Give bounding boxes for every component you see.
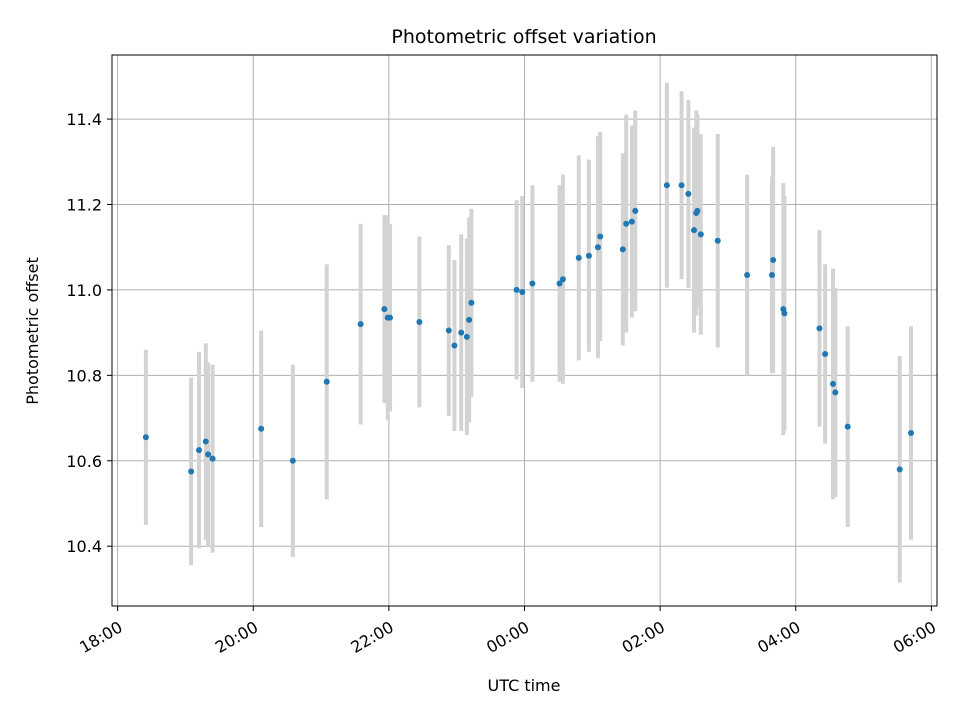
point-layer — [142, 182, 915, 475]
data-point — [896, 466, 903, 473]
data-point — [202, 438, 209, 445]
data-point — [678, 182, 685, 189]
x-tick-label: 04:00 — [754, 617, 803, 657]
data-point — [585, 252, 592, 259]
data-point — [188, 468, 195, 475]
x-axis-title: UTC time — [488, 676, 561, 695]
data-point — [769, 271, 775, 278]
data-point — [822, 350, 829, 357]
y-tick-label: 10.6 — [66, 452, 102, 471]
y-tick-label: 10.8 — [66, 366, 102, 385]
data-point — [832, 389, 839, 396]
x-tick-label: 22:00 — [347, 617, 396, 657]
data-point — [619, 246, 626, 253]
data-point — [663, 182, 670, 189]
data-point — [513, 286, 520, 293]
y-tick-label: 10.4 — [66, 537, 102, 556]
data-point — [628, 218, 635, 225]
data-point — [816, 325, 823, 332]
data-point — [196, 447, 203, 454]
chart-title: Photometric offset variation — [391, 26, 656, 48]
data-point — [744, 271, 751, 278]
data-point — [209, 455, 216, 462]
data-point — [844, 423, 851, 430]
data-point — [529, 280, 536, 287]
data-point — [694, 207, 701, 214]
grid-lines — [112, 55, 937, 606]
data-point — [685, 190, 692, 197]
data-point — [714, 237, 721, 244]
data-point — [697, 231, 704, 238]
data-point — [691, 227, 698, 234]
data-point — [142, 434, 149, 441]
x-tick-label: 06:00 — [890, 617, 939, 657]
data-point — [258, 425, 265, 432]
data-point — [463, 333, 470, 340]
data-point — [556, 280, 563, 287]
data-point — [451, 342, 458, 349]
data-point — [632, 207, 639, 214]
data-point — [357, 321, 364, 328]
data-point — [830, 380, 837, 387]
data-point — [381, 306, 388, 313]
y-tick-label: 11.0 — [66, 281, 102, 300]
y-tick-label: 11.4 — [66, 110, 102, 129]
data-point — [289, 457, 296, 464]
x-tick-label: 02:00 — [619, 617, 668, 657]
y-axis-title: Photometric offset — [23, 257, 42, 405]
x-tick-label: 20:00 — [212, 617, 261, 657]
data-point — [559, 276, 566, 283]
data-point — [594, 244, 601, 251]
y-tick-label: 11.2 — [66, 195, 102, 214]
data-point — [623, 220, 630, 227]
data-point — [466, 316, 473, 323]
data-point — [597, 233, 604, 240]
data-point — [205, 451, 212, 458]
data-point — [387, 314, 394, 321]
errorbar-layer — [143, 82, 914, 583]
x-tick-label: 18:00 — [76, 617, 125, 657]
data-point — [575, 254, 582, 261]
data-point — [908, 430, 915, 437]
data-point — [458, 329, 465, 336]
data-point — [323, 378, 330, 385]
data-point — [770, 257, 777, 264]
x-tick-label: 00:00 — [483, 617, 532, 657]
data-point — [781, 310, 788, 317]
data-point — [519, 289, 526, 296]
data-point — [416, 318, 423, 325]
data-point — [468, 299, 475, 306]
data-point — [445, 327, 452, 334]
